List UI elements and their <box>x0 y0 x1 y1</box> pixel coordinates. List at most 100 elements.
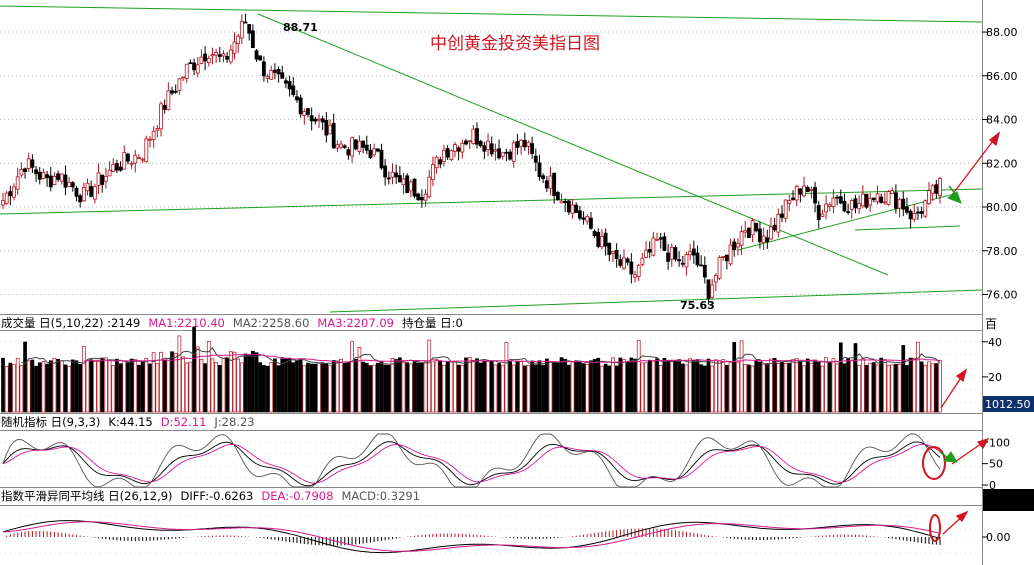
candle-body <box>625 258 630 263</box>
volume-bar <box>574 360 579 413</box>
volume-bar <box>258 362 263 413</box>
volume-bar <box>923 364 928 413</box>
volume-bar <box>732 341 737 413</box>
volume-bar <box>173 352 178 413</box>
volume-bar <box>361 361 365 413</box>
candle-body <box>875 193 880 203</box>
candle-body <box>600 235 604 248</box>
volume-bar <box>420 362 424 413</box>
volume-bar <box>159 351 163 413</box>
candle-body <box>137 157 141 159</box>
candle-body <box>115 163 119 171</box>
volume-bar <box>912 357 917 413</box>
volume-bar <box>386 364 391 413</box>
volume-bar <box>423 361 428 413</box>
volume-bar <box>688 358 692 413</box>
volume-bar <box>93 360 97 413</box>
candle-body <box>155 128 160 131</box>
candle-body <box>684 254 689 268</box>
volume-current-badge <box>983 396 1034 412</box>
candle-body <box>203 53 207 62</box>
volume-bar <box>714 359 718 413</box>
volume-bar <box>916 341 920 413</box>
volume-bar <box>754 360 759 413</box>
volume-bar <box>133 359 138 413</box>
volume-bar <box>493 364 498 413</box>
candle-body <box>195 64 200 74</box>
volume-bar <box>144 357 149 413</box>
panel-header-text: DIFF:-0.6263 <box>181 489 254 503</box>
candle-body <box>879 196 884 203</box>
volume-bar <box>530 360 534 413</box>
volume-bar <box>614 365 619 413</box>
volume-bar <box>761 363 766 413</box>
candle-body <box>934 184 939 194</box>
volume-bar <box>728 361 733 413</box>
candle-body <box>798 188 803 195</box>
candle-body <box>710 284 715 298</box>
volume-bar <box>328 364 332 413</box>
candle-body <box>919 211 924 214</box>
candle-body <box>287 81 292 90</box>
volume-bar <box>335 360 340 413</box>
kdj-tick-label: 0 <box>989 479 996 492</box>
kdj-line <box>2 443 941 484</box>
candle-body <box>636 264 641 277</box>
candle-body <box>19 168 24 176</box>
macd-axis: 0.00 <box>982 531 1011 544</box>
candle-body <box>52 176 57 185</box>
volume-bar <box>324 363 329 413</box>
volume-bar <box>559 357 564 413</box>
candle-body <box>761 235 766 244</box>
volume-bar <box>262 365 266 413</box>
volume-bar <box>449 361 454 413</box>
volume-bar <box>309 363 314 413</box>
candle-body <box>695 252 700 266</box>
candle-body <box>188 62 193 65</box>
candle-body <box>706 279 711 300</box>
volume-bar <box>813 359 817 413</box>
candle-body <box>736 243 740 248</box>
candle-body <box>405 175 410 194</box>
candle-body <box>633 274 637 278</box>
candle-body <box>849 200 854 210</box>
candle-body <box>724 254 729 262</box>
candle-body <box>239 20 244 39</box>
volume-bar <box>780 361 784 413</box>
volume-bar <box>596 357 601 413</box>
candle-body <box>464 140 468 145</box>
kdj-tick-label: 50 <box>989 458 1003 471</box>
candle-body <box>357 140 362 152</box>
volume-bar <box>350 341 354 413</box>
candle-body <box>478 141 483 147</box>
candle-body <box>794 185 799 201</box>
volume-bar <box>70 359 75 413</box>
volume-bar <box>63 364 68 413</box>
candle-body <box>515 141 520 148</box>
candle-body <box>390 171 395 178</box>
volume-bar <box>184 362 189 413</box>
volume-bar <box>647 359 652 413</box>
candle-body <box>261 61 266 77</box>
candle-body <box>574 204 579 213</box>
volume-bar <box>30 359 35 413</box>
volume-bar <box>137 364 141 413</box>
candle-body <box>375 148 380 152</box>
volume-bar <box>232 351 237 413</box>
volume-bar <box>511 364 516 413</box>
candle-body <box>497 148 501 159</box>
volume-bar <box>497 363 501 413</box>
volume-bar <box>151 352 156 413</box>
volume-bar <box>19 365 24 413</box>
candle-body <box>787 200 792 204</box>
volume-bar <box>618 357 623 413</box>
volume-bar <box>126 362 130 413</box>
candle-body <box>658 237 663 240</box>
candle-body <box>519 139 524 147</box>
candle-body <box>166 90 171 111</box>
volume-bar <box>475 358 479 413</box>
candle-body <box>522 139 527 148</box>
volume-bar <box>666 361 670 413</box>
volume-bar <box>162 359 167 413</box>
volume-bar <box>640 362 645 413</box>
